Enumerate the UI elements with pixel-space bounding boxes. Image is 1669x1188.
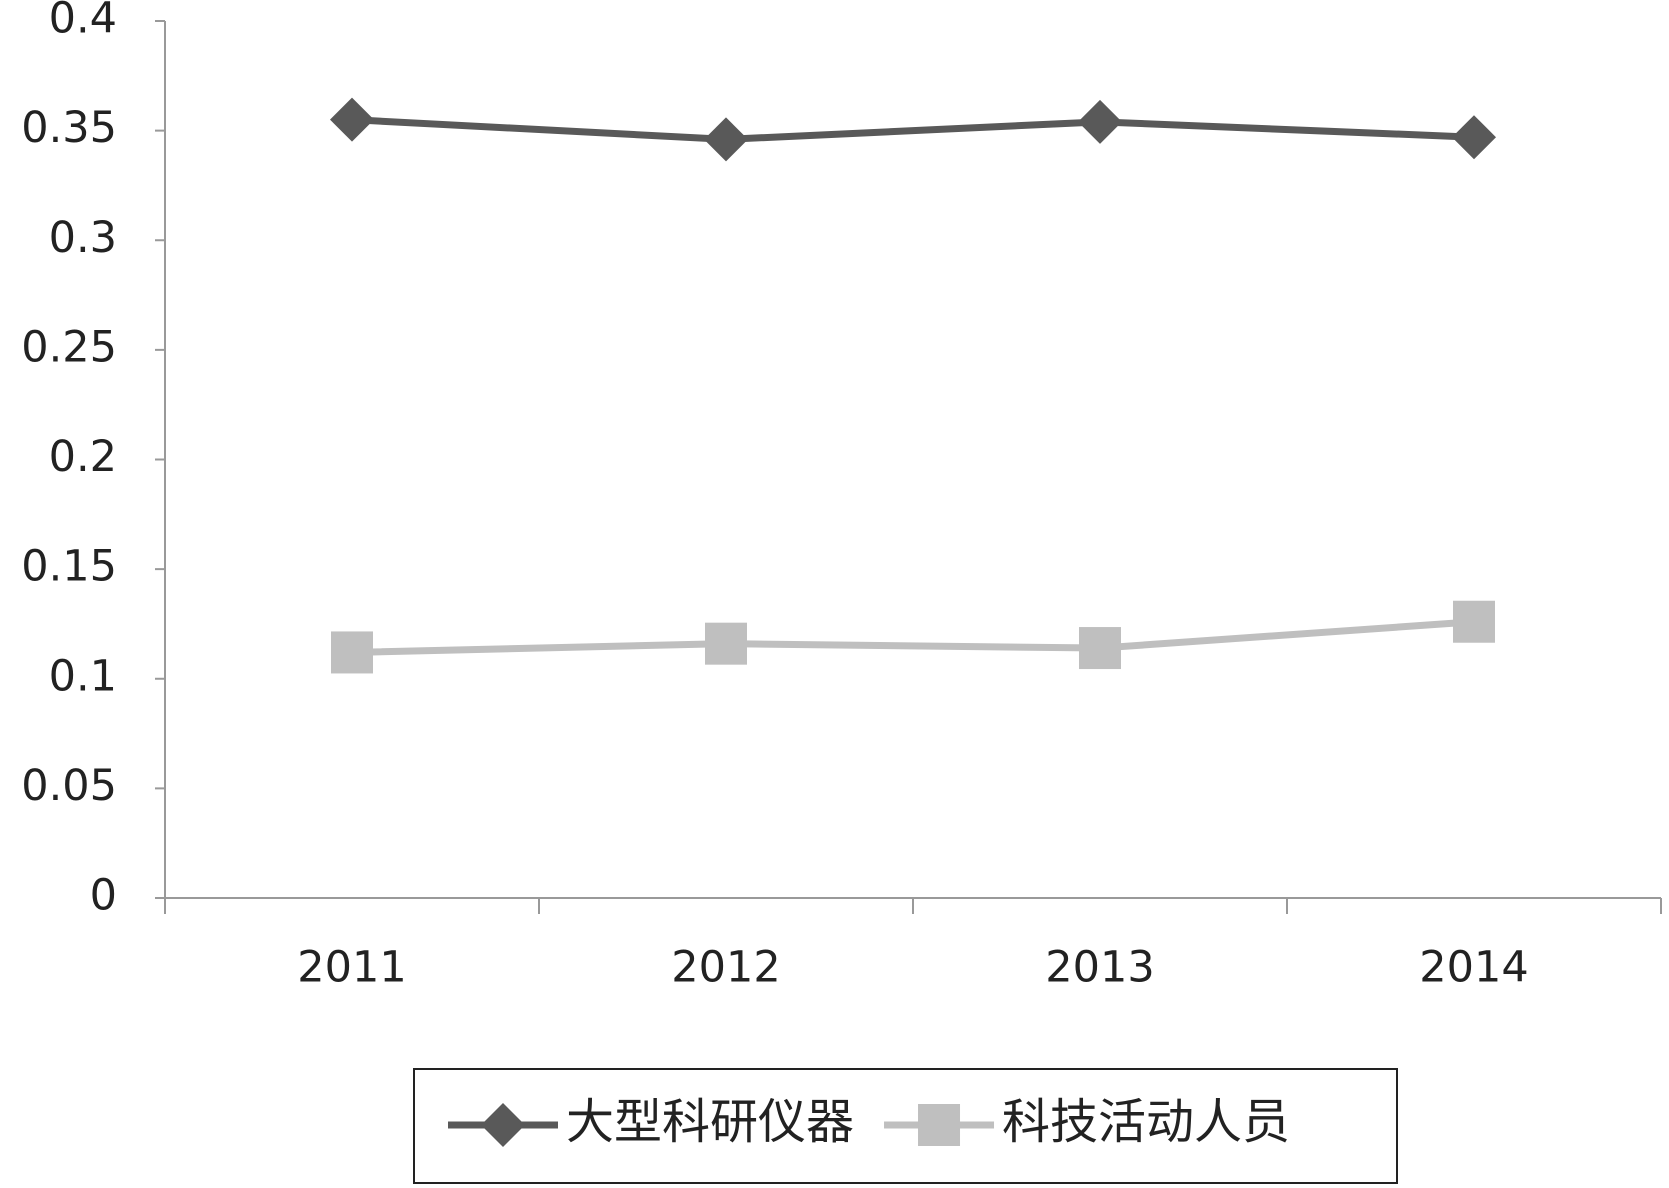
- y-tick-label: 0.35: [21, 103, 117, 153]
- marker: [1453, 600, 1495, 643]
- y-tick-label: 0.25: [21, 322, 117, 372]
- y-tick-label: 0.15: [21, 542, 117, 592]
- marker: [1079, 627, 1121, 670]
- marker: [331, 631, 373, 674]
- y-tick-label: 0.2: [49, 432, 117, 482]
- x-tick-label: 2012: [671, 943, 780, 993]
- marker: [1452, 115, 1496, 160]
- legend-marker: [918, 1104, 961, 1146]
- legend-text: 科技活动人员: [1002, 1094, 1290, 1150]
- y-tick-label: 0: [90, 871, 117, 921]
- line: [351, 618, 1475, 656]
- marker: [705, 622, 747, 665]
- y-tick-label: 0.1: [49, 651, 117, 701]
- y-tick-label: 0.4: [49, 0, 117, 44]
- x-tick-label: 2013: [1045, 943, 1154, 993]
- y-tick-label: 0.05: [21, 761, 117, 811]
- marker: [704, 117, 748, 162]
- x-tick-label: 2011: [297, 943, 406, 993]
- y-tick-label: 0.3: [49, 213, 117, 263]
- legend-text: 大型科研仪器: [566, 1094, 854, 1150]
- marker: [1078, 99, 1122, 144]
- marker: [330, 97, 374, 142]
- line: [351, 116, 1475, 143]
- legend-marker: [481, 1103, 525, 1147]
- x-tick-label: 2014: [1419, 943, 1528, 993]
